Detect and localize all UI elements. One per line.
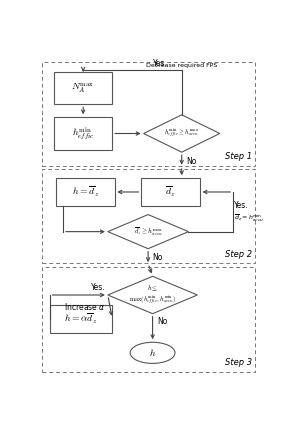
FancyBboxPatch shape xyxy=(56,178,114,206)
Ellipse shape xyxy=(130,342,175,363)
FancyBboxPatch shape xyxy=(54,117,112,150)
FancyBboxPatch shape xyxy=(54,72,112,104)
Polygon shape xyxy=(108,214,188,249)
Text: $h=\alpha\overline{d}_{z}$: $h=\alpha\overline{d}_{z}$ xyxy=(64,312,98,326)
FancyBboxPatch shape xyxy=(50,305,112,333)
Text: Step 2: Step 2 xyxy=(225,249,252,259)
Bar xyxy=(42,62,255,166)
Text: $h \leq$
$\max(h_{\mathit{effic}}^{\min},h_{\mathit{accu}}^{\min})$: $h \leq$ $\max(h_{\mathit{effic}}^{\min}… xyxy=(129,283,176,307)
Text: $h$: $h$ xyxy=(149,347,156,358)
Text: $N_{A}^{\max}$: $N_{A}^{\max}$ xyxy=(71,81,95,95)
Text: Yes.: Yes. xyxy=(234,201,249,210)
Text: No: No xyxy=(157,317,167,326)
Text: Increase $\alpha$: Increase $\alpha$ xyxy=(64,301,105,312)
Text: Decrease required FPS: Decrease required FPS xyxy=(146,63,217,68)
Text: No: No xyxy=(186,157,197,166)
Text: Yes.: Yes. xyxy=(153,59,167,68)
Text: $\overline{d}_{z}$: $\overline{d}_{z}$ xyxy=(165,185,176,199)
Text: $\overline{d}_{z}=h_{\mathit{accu}}^{\min}$: $\overline{d}_{z}=h_{\mathit{accu}}^{\mi… xyxy=(234,214,264,225)
Polygon shape xyxy=(144,115,220,152)
FancyBboxPatch shape xyxy=(141,178,200,206)
Polygon shape xyxy=(108,276,197,314)
Text: No: No xyxy=(153,253,163,262)
Text: $h_{\mathit{effic}}^{\min}$: $h_{\mathit{effic}}^{\min}$ xyxy=(72,125,95,142)
Text: $h_{\mathit{effic}}^{\min} \geq h_{\mathit{accu}}^{\max}$: $h_{\mathit{effic}}^{\min} \geq h_{\math… xyxy=(164,127,199,140)
Text: Yes.: Yes. xyxy=(91,284,105,292)
Text: Step 1: Step 1 xyxy=(225,152,252,161)
Bar xyxy=(42,169,255,263)
Text: $\overline{d}_{z} \geq h_{\mathit{accu}}^{\max}$: $\overline{d}_{z} \geq h_{\mathit{accu}}… xyxy=(134,225,163,238)
Text: Step 3: Step 3 xyxy=(225,358,252,367)
Text: $h=\overline{d}_{z}$: $h=\overline{d}_{z}$ xyxy=(72,185,99,199)
Bar xyxy=(42,267,255,372)
